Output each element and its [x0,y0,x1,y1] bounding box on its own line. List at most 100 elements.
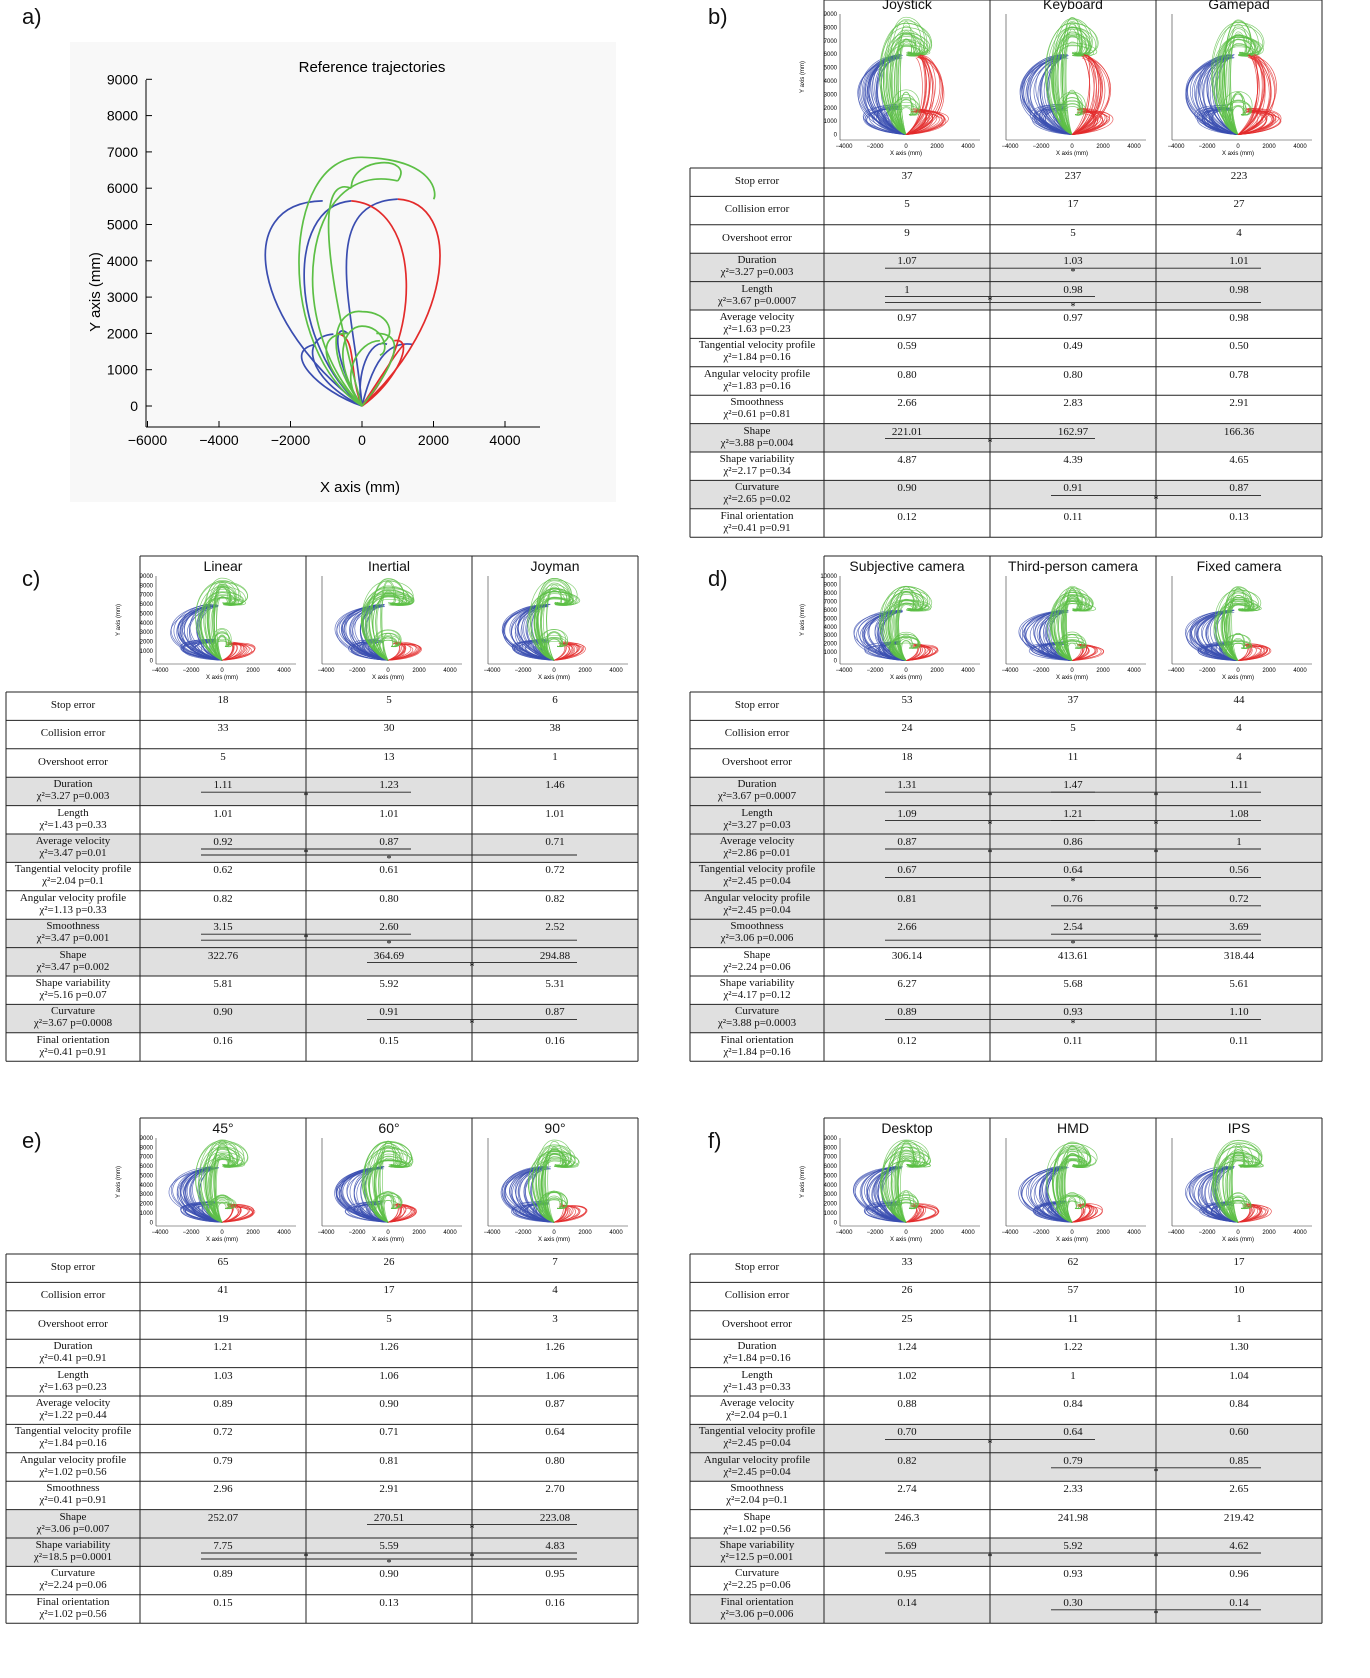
column-header: Fixed camera [1196,558,1282,574]
row-label-tanvel: Tangential velocity profile [698,1425,816,1438]
table-cell-value: 6 [552,694,558,706]
thumb-x-axis-label: X axis (mm) [372,1237,404,1243]
trajectory-line [897,1141,915,1223]
trajectory-line [369,588,406,661]
ref-x-tick-label: −2000 [271,432,311,448]
thumb-x-tick-label: −4000 [318,668,336,674]
table-cell-value: 0.87 [379,836,399,848]
thumb-x-tick-label: 4000 [609,668,623,674]
ref-y-tick-label: 5000 [107,217,138,233]
table-cell-value: 0.64 [1063,1426,1083,1439]
trajectory-line [881,1139,930,1223]
table-cell-value: 4.83 [545,1540,565,1552]
table-cell-value: 0.76 [1063,892,1083,905]
thumb-x-tick-label: −4000 [1168,144,1186,150]
shaded-row-shape [6,1509,638,1538]
row-statistic: χ²=18.5 p=0.0001 [33,1551,113,1563]
row-label-stop: Stop error [734,175,780,187]
table-cell-value: 5 [904,198,910,211]
trajectory-line [538,1192,569,1223]
trajectory-line [1065,590,1079,661]
thumb-x-tick-label: −4000 [484,1230,502,1236]
thumb-y-tick-label: 3000 [824,1192,838,1198]
trajectory-thumbnail: −4000 −2000 0 2000 4000 X axis (mm) [318,576,462,681]
column-header: 60° [378,1120,400,1136]
row-label-shapevar: Shape variability [719,1539,795,1551]
trajectory-line [1065,89,1079,135]
thumb-y-tick-label: 1000 [140,1211,154,1217]
trajectory-line [1230,1196,1245,1223]
thumb-x-tick-label: 4000 [1293,144,1307,150]
table-panel-e: −4000 −2000 0 2000 4000 X axis (mm) 0 1000 2000 3… [5,1117,676,1668]
table-cell-value: 0.49 [1063,340,1083,353]
trajectory-line [553,1203,572,1223]
significance-star: * [304,791,309,802]
row-label-overshoot: Overshoot error [722,1317,792,1330]
table-cell-value: 0.81 [379,1454,399,1467]
table-cell-value: 2.66 [897,921,917,934]
thumb-x-tick-label: 4000 [277,1230,291,1236]
trajectory-line [1237,645,1272,661]
trajectory-line [1065,639,1078,661]
thumb-y-tick-label: 5000 [824,616,838,622]
trajectory-line [387,1206,416,1223]
table-cell-value: 0.97 [1063,312,1083,324]
table-cell-value: 65 [217,1256,229,1268]
table-cell-value: 41 [217,1284,229,1297]
trajectory-line [1229,1196,1246,1223]
trajectory-line [896,99,915,135]
shaded-row-duration [6,777,638,806]
table-cell-value: 9 [904,226,910,239]
table-cell-value: 1.30 [1229,1341,1249,1354]
row-label-shapevar: Shape variability [719,977,795,989]
thumb-y-axis-label: Y axis (mm) [800,604,806,636]
table-cell-value: 17 [383,1284,395,1297]
table-cell-value: 322.76 [207,949,239,962]
trajectory-line [208,1195,234,1223]
thumb-y-tick-label: 9000 [824,583,838,589]
table-cell-value: 0.82 [545,892,565,905]
row-label-length: Length [741,806,773,819]
row-statistic: χ²=5.16 p=0.07 [39,989,107,1001]
table-cell-value: 0.56 [1229,864,1249,877]
table-cell-value: 1.21 [213,1341,233,1354]
thumb-x-tick-label: −2000 [183,1230,201,1236]
row-label-duration: Duration [53,1340,93,1353]
row-label-avgvel: Average velocity [719,311,795,323]
trajectory-line [1237,1205,1262,1223]
trajectory-line [1215,1152,1260,1223]
thumb-y-tick-label: 1000 [140,649,154,655]
table-cell-value: 1.06 [545,1369,565,1382]
thumb-y-tick-label: 8000 [140,1145,154,1151]
thumb-x-tick-label: 0 [1236,1230,1240,1236]
table-cell-value: 0.90 [213,1006,233,1019]
table-cell-value: 3 [552,1312,558,1325]
table-cell-value: 4 [1236,722,1242,735]
trajectory-line [905,1204,926,1223]
trajectory-line [546,632,562,661]
trajectory-line [546,590,562,661]
thumb-x-tick-label: 4000 [609,1230,623,1236]
significance-star: * [988,1552,993,1563]
trajectory-line [1063,91,1080,135]
trajectory-thumbnail: −4000 −2000 0 2000 4000 X axis (mm) [318,1138,462,1243]
thumb-x-axis-label: X axis (mm) [890,151,922,157]
table-cell-value: 0.93 [1063,1568,1083,1581]
trajectory-line [905,1205,924,1223]
table-cell-value: 0.61 [379,864,399,877]
thumb-y-tick-label: 7000 [140,1155,154,1161]
trajectory-line [532,1149,576,1223]
table-cell-value: 0.79 [213,1454,233,1467]
table-cell-value: 0.16 [545,1596,565,1609]
significance-star: * [1154,494,1159,505]
table-cell-value: 246.3 [894,1511,920,1524]
table-cell-value: 0.86 [1063,836,1083,848]
thumb-y-tick-label: 10000 [820,574,837,580]
trajectory-line [1230,106,1245,135]
thumb-y-tick-label: 8000 [824,25,838,31]
table-cell-value: 0.93 [1063,1006,1083,1019]
row-statistic: χ²=3.27 p=0.003 [36,790,110,803]
row-label-avgvel: Average velocity [719,835,795,847]
table-cell-value: 1.31 [897,779,917,792]
